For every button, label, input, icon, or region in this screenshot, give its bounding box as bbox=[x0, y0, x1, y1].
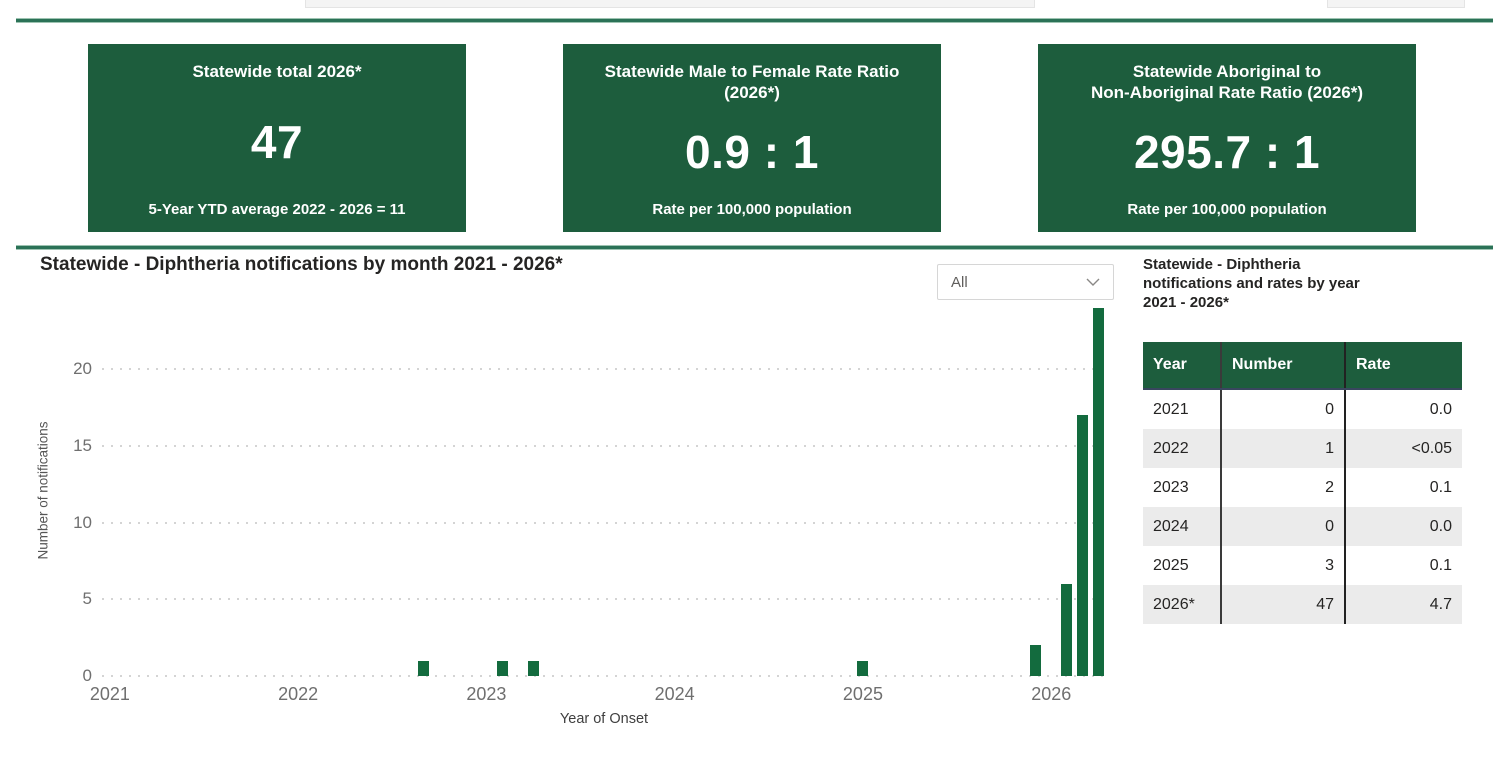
stat-card-title: Statewide Male to Female Rate Ratio (2026… bbox=[604, 62, 900, 102]
gridline bbox=[102, 598, 1107, 601]
stat-card-footer: 5-Year YTD average 2022 - 2026 = 11 bbox=[148, 201, 406, 218]
stat-card-title: Statewide Aboriginal to Non-Aboriginal Ra… bbox=[1090, 62, 1364, 102]
stat-card-aboriginal-ratio: Statewide Aboriginal to Non-Aboriginal Ra… bbox=[1038, 44, 1416, 232]
x-tick-label: 2021 bbox=[89, 684, 130, 704]
bar-2022-09[interactable] bbox=[418, 660, 430, 676]
y-tick-label: 10 bbox=[73, 512, 92, 532]
brand-divider-top bbox=[16, 18, 1493, 23]
x-tick-label: 2024 bbox=[654, 684, 695, 704]
gridline bbox=[102, 675, 1107, 677]
table-cell: 3 bbox=[1222, 546, 1346, 585]
gridline bbox=[102, 444, 1107, 447]
bar-2026-02[interactable] bbox=[1061, 583, 1073, 676]
bar-2025-12[interactable] bbox=[1030, 645, 1042, 676]
y-tick-label: 15 bbox=[73, 435, 92, 455]
chevron-down-icon bbox=[1086, 278, 1100, 286]
y-tick-label: 20 bbox=[73, 359, 92, 378]
stat-card-value: 47 bbox=[250, 115, 304, 168]
topbar-fragment-left[interactable] bbox=[305, 0, 1035, 8]
notifications-by-year-table: Year Number Rate 2021 0 0.0 2022 1 <0.05 2023 2… bbox=[1143, 342, 1462, 624]
table-cell: 2022 bbox=[1143, 429, 1222, 468]
bar-2026-04[interactable] bbox=[1092, 307, 1104, 676]
stat-card-title: Statewide total 2026* bbox=[192, 62, 362, 81]
table-cell: 0.1 bbox=[1429, 556, 1452, 574]
stat-card-statewide-total: Statewide total 2026* 47 5-Year YTD aver… bbox=[88, 44, 466, 232]
table-row: 2025 3 0.1 bbox=[1143, 546, 1462, 585]
x-tick-label: 2026 bbox=[1031, 684, 1072, 704]
stat-card-male-female-ratio: Statewide Male to Female Rate Ratio (2026… bbox=[563, 44, 941, 232]
x-tick-label: 2022 bbox=[278, 684, 319, 704]
topbar-fragment-right[interactable] bbox=[1327, 0, 1465, 8]
table-cell: 1 bbox=[1222, 429, 1346, 468]
table-cell: 0.0 bbox=[1429, 400, 1452, 418]
chart-filter-dropdown[interactable]: All bbox=[937, 264, 1114, 300]
table-cell: 0.0 bbox=[1429, 517, 1452, 535]
table-cell: <0.05 bbox=[1411, 439, 1452, 457]
y-tick-label: 5 bbox=[82, 589, 92, 609]
table-cell: 2026* bbox=[1143, 585, 1222, 624]
bar-2023-02[interactable] bbox=[496, 660, 508, 676]
gridline bbox=[102, 368, 1107, 370]
table-cell: 2021 bbox=[1143, 390, 1222, 429]
table-cell: 0 bbox=[1222, 390, 1346, 429]
table-cell: 2 bbox=[1222, 468, 1346, 507]
table-cell: 2025 bbox=[1143, 546, 1222, 585]
bar-2026-03[interactable] bbox=[1077, 415, 1089, 676]
table-cell: 4.7 bbox=[1429, 595, 1452, 613]
table-cell: 0.1 bbox=[1429, 478, 1452, 496]
table-body: 2021 0 0.0 2022 1 <0.05 2023 2 0.1 2024 0 0.0 2025 3 0… bbox=[1143, 390, 1462, 624]
x-tick-label: 2023 bbox=[466, 684, 507, 704]
table-row: 2021 0 0.0 bbox=[1143, 390, 1462, 429]
table-row: 2022 1 <0.05 bbox=[1143, 429, 1462, 468]
table-header-year[interactable]: Year bbox=[1143, 342, 1222, 388]
stat-card-value: 295.7 : 1 bbox=[1133, 126, 1321, 178]
brand-divider-bottom bbox=[16, 245, 1493, 250]
bar-2025-01[interactable] bbox=[857, 660, 869, 676]
table-cell: 47 bbox=[1222, 585, 1346, 624]
table-row: 2026* 47 4.7 bbox=[1143, 585, 1462, 624]
table-cell: 2024 bbox=[1143, 507, 1222, 546]
y-axis-title: Number of notifications bbox=[35, 421, 51, 560]
table-title: Statewide - Diphtheria notifications and… bbox=[1143, 256, 1360, 311]
table-cell: 0 bbox=[1222, 507, 1346, 546]
gridline bbox=[102, 521, 1107, 524]
table-cell: 2023 bbox=[1143, 468, 1222, 507]
stat-card-footer: Rate per 100,000 population bbox=[1127, 201, 1327, 218]
chart-title: Statewide - Diphtheria notifications by … bbox=[40, 254, 563, 275]
table-header-rate[interactable]: Rate bbox=[1356, 356, 1391, 373]
table-row: 2024 0 0.0 bbox=[1143, 507, 1462, 546]
stat-card-value: 0.9 : 1 bbox=[685, 126, 819, 178]
x-tick-label: 2025 bbox=[842, 684, 883, 704]
table-header-number[interactable]: Number bbox=[1222, 342, 1346, 388]
y-tick-label: 0 bbox=[82, 666, 92, 685]
x-axis-title: Year of Onset bbox=[559, 711, 649, 727]
bar-2023-04[interactable] bbox=[527, 660, 539, 676]
stat-card-footer: Rate per 100,000 population bbox=[652, 201, 852, 218]
table-row: 2023 2 0.1 bbox=[1143, 468, 1462, 507]
dropdown-selected-value: All bbox=[951, 273, 968, 291]
table-header-row: Year Number Rate bbox=[1143, 342, 1462, 390]
